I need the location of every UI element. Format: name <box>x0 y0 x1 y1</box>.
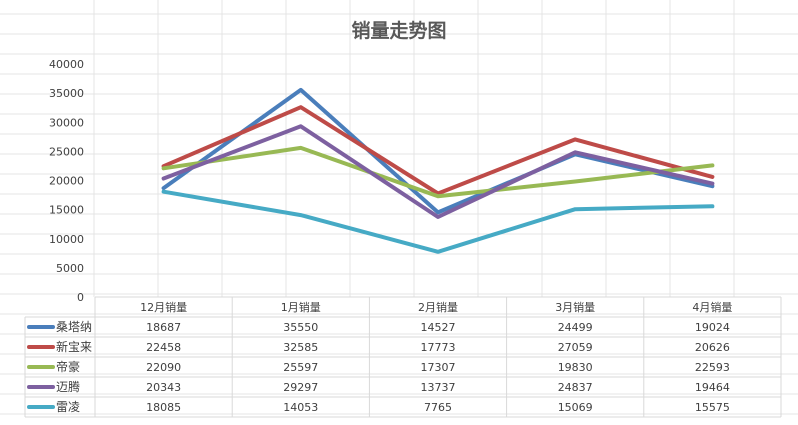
data-value-label: 22593 <box>695 361 730 374</box>
y-tick-label: 5000 <box>56 262 84 275</box>
y-tick-label: 35000 <box>49 87 84 100</box>
data-value-label: 24837 <box>558 381 593 394</box>
category-label: 1月销量 <box>281 300 321 314</box>
data-value-label: 14527 <box>421 321 456 334</box>
category-label: 2月销量 <box>418 300 458 314</box>
legend-label: 帝豪 <box>56 359 80 374</box>
series-line-帝豪 <box>161 145 715 199</box>
data-value-label: 25597 <box>283 361 318 374</box>
data-value-label: 27059 <box>558 341 593 354</box>
y-tick-label: 10000 <box>49 233 84 246</box>
series-line-迈腾 <box>161 124 715 219</box>
y-axis: 40000 35000 30000 25000 20000 15000 10000 5000 0 <box>49 58 84 304</box>
data-value-label: 32585 <box>283 341 318 354</box>
legend-label: 新宝来 <box>56 339 92 354</box>
data-value-label: 15575 <box>695 401 730 414</box>
data-value-label: 17307 <box>421 361 456 374</box>
legend-label: 雷凌 <box>56 400 80 414</box>
data-value-label: 19830 <box>558 361 593 374</box>
data-value-label: 22090 <box>146 361 181 374</box>
series-line-桑塔纳 <box>161 87 715 215</box>
category-label: 12月销量 <box>140 300 187 314</box>
y-tick-label: 20000 <box>49 175 84 188</box>
data-value-label: 20626 <box>695 341 730 354</box>
data-value-label: 35550 <box>283 321 318 334</box>
y-tick-label: 0 <box>77 291 84 304</box>
data-value-label: 29297 <box>283 381 318 394</box>
legend-label: 迈腾 <box>56 379 80 394</box>
legend-label: 桑塔纳 <box>56 320 92 334</box>
series-line-雷凌 <box>161 189 715 254</box>
data-value-label: 24499 <box>558 321 593 334</box>
y-tick-label: 40000 <box>49 58 84 71</box>
data-value-label: 15069 <box>558 401 593 414</box>
y-tick-label: 30000 <box>49 116 84 129</box>
series-lines <box>161 87 715 254</box>
y-tick-label: 25000 <box>49 145 84 158</box>
chart-title: 销量走势图 <box>351 19 446 42</box>
data-value-label: 13737 <box>421 381 456 394</box>
y-tick-label: 15000 <box>49 204 84 217</box>
data-value-label: 22458 <box>146 341 181 354</box>
category-label: 3月销量 <box>555 300 595 314</box>
data-value-label: 19024 <box>695 321 730 334</box>
series-line-新宝来 <box>161 105 715 196</box>
data-value-label: 7765 <box>424 401 452 414</box>
data-value-label: 18687 <box>146 321 181 334</box>
data-value-label: 18085 <box>146 401 181 414</box>
data-value-label: 17773 <box>421 341 456 354</box>
data-value-label: 14053 <box>283 401 318 414</box>
data-value-label: 19464 <box>695 381 730 394</box>
data-value-label: 20343 <box>146 381 181 394</box>
category-label: 4月销量 <box>692 300 732 314</box>
